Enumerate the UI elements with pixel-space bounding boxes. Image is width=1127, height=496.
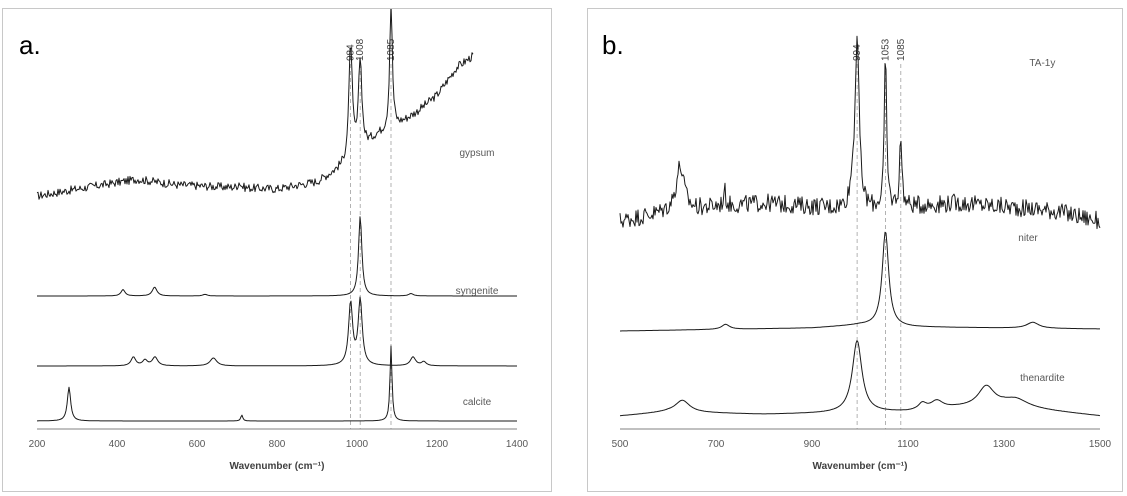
x-tick-label: 1100	[897, 439, 919, 450]
series-label: niter	[1018, 233, 1038, 244]
spectrum-trace-gypsum	[37, 216, 517, 297]
chart-panel-a: a. 984 1008 1085 200 400 600 800 1000 1200 1400 Wav…	[2, 8, 552, 492]
panel-label: b.	[602, 30, 624, 60]
x-tick-label: 500	[612, 439, 629, 450]
panel-label: a.	[19, 30, 41, 60]
peak-position-label: 1085	[386, 38, 397, 61]
x-tick-label: 1000	[346, 439, 369, 450]
peak-position-label: 1008	[355, 38, 366, 61]
x-tick-label: 600	[189, 439, 206, 450]
x-tick-label: 800	[269, 439, 286, 450]
x-tick-label: 1500	[1089, 439, 1112, 450]
spectrum-trace-syngenite	[37, 296, 517, 367]
x-tick-label: 200	[29, 439, 46, 450]
series-label: calcite	[463, 397, 492, 408]
series-label: thenardite	[1020, 373, 1065, 384]
x-axis-label: Wavenumber (cm⁻¹)	[230, 461, 325, 472]
spectrum-trace-ta-2m	[36, 9, 474, 200]
x-tick-label: 1400	[506, 439, 529, 450]
spectrum-trace-calcite	[37, 345, 517, 422]
spectrum-trace-thenardite	[619, 340, 1101, 417]
x-tick-label: 700	[708, 439, 725, 450]
x-tick-label: 1300	[993, 439, 1016, 450]
series-label: syngenite	[456, 286, 499, 297]
peak-position-label: 1053	[880, 38, 891, 61]
x-tick-label: 1200	[426, 439, 449, 450]
series-label: gypsum	[459, 148, 494, 159]
spectrum-trace-ta-1y	[619, 35, 1101, 230]
chart-panel-b: b. 994 1053 1085 500 700 900 1100 1300 1500 Wavenu…	[587, 8, 1123, 492]
peak-position-label: 1085	[896, 38, 907, 61]
x-axis-label: Wavenumber (cm⁻¹)	[813, 461, 908, 472]
x-tick-label: 900	[804, 439, 821, 450]
x-tick-label: 400	[109, 439, 126, 450]
spectrum-trace-niter	[620, 231, 1100, 332]
series-label: TA-1y	[1029, 58, 1055, 69]
